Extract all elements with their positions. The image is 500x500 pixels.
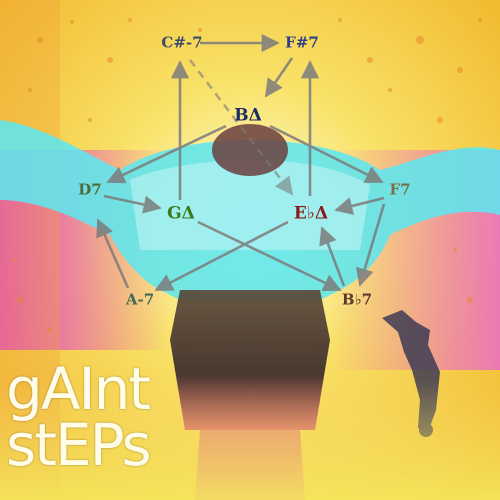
arrow-f7-to-eflat: [334, 196, 385, 215]
chord-label-e-flat-maj7: E♭Δ: [293, 203, 329, 224]
arrow-csharp-to-eflat: [188, 59, 294, 196]
chord-arrows: [96, 33, 386, 292]
arrow-b-to-f7: [269, 124, 384, 184]
chord-label-d7: D7: [78, 180, 102, 199]
arrow-bflat-to-eflat: [319, 226, 346, 287]
arrow-d7-to-g: [103, 194, 162, 214]
bottom-light-band: [0, 380, 500, 500]
album-title-line-1: gAInt: [6, 355, 151, 423]
chord-label-b-maj7: BΔ: [234, 105, 262, 126]
chord-label-b-flat-7: B♭7: [341, 290, 373, 309]
chord-label-c-sharp-m7: C#-7: [161, 33, 203, 52]
arrow-f7-to-bflat: [355, 203, 386, 287]
arrow-eflat-to-a: [154, 220, 289, 292]
arrow-b-to-d7: [106, 124, 227, 184]
chord-label-f-sharp-7: F#7: [285, 33, 319, 52]
album-title-line-2: stEPs: [6, 411, 152, 479]
arrow-a-to-d7: [96, 218, 130, 289]
chord-label-f7: F7: [389, 180, 411, 199]
chord-label-g-maj7: GΔ: [167, 203, 195, 224]
chord-label-a-m7: A-7: [125, 290, 155, 309]
speckles: [13, 18, 482, 332]
arrow-fsharp-to-b: [264, 57, 294, 98]
arrow-g-to-bflat: [197, 220, 342, 292]
